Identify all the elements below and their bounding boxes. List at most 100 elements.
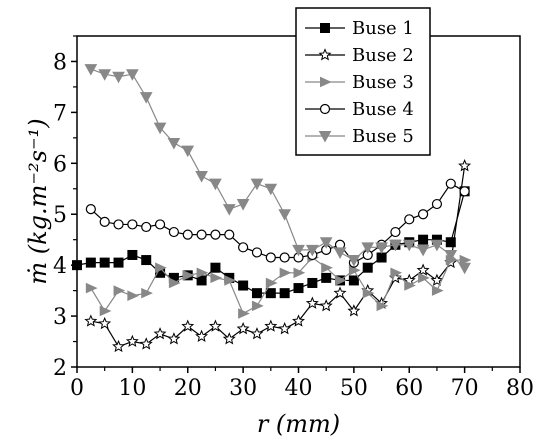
data-point bbox=[139, 92, 153, 104]
data-point bbox=[362, 287, 375, 299]
data-point bbox=[418, 272, 430, 284]
data-point bbox=[431, 285, 444, 296]
legend-item: Buse 1 bbox=[305, 18, 414, 39]
data-point bbox=[333, 247, 347, 259]
data-point bbox=[84, 64, 98, 76]
y-axis-ticks: 2 3 4 5 6 7 8 bbox=[53, 35, 77, 381]
data-point bbox=[265, 252, 276, 263]
data-point bbox=[98, 69, 112, 81]
data-point bbox=[141, 287, 153, 299]
data-point bbox=[390, 226, 401, 238]
x-axis-title: r (mm) bbox=[257, 410, 340, 438]
data-point bbox=[99, 216, 110, 227]
data-point bbox=[458, 262, 471, 275]
x-tick-label: 80 bbox=[506, 376, 534, 401]
data-point bbox=[305, 244, 319, 257]
data-point bbox=[113, 285, 126, 296]
data-point bbox=[195, 171, 208, 183]
x-tick-label: 60 bbox=[395, 376, 423, 401]
data-point bbox=[99, 305, 112, 317]
data-point bbox=[362, 262, 373, 273]
data-point bbox=[307, 277, 318, 288]
data-point bbox=[208, 319, 222, 332]
data-point bbox=[153, 327, 167, 340]
data-point bbox=[236, 322, 250, 335]
data-point bbox=[181, 145, 195, 158]
data-point bbox=[127, 249, 138, 260]
legend-marker bbox=[319, 103, 331, 115]
data-point bbox=[84, 314, 98, 327]
data-point bbox=[445, 237, 456, 248]
data-point bbox=[319, 299, 333, 312]
legend: Buse 1 Buse 2 Buse 3 Buse 4 Buse 5 bbox=[295, 7, 431, 156]
legend-label: Buse 2 bbox=[352, 45, 414, 66]
data-point bbox=[139, 337, 153, 350]
data-point bbox=[430, 273, 444, 286]
data-point bbox=[112, 339, 125, 353]
data-point bbox=[210, 262, 221, 273]
data-point bbox=[224, 229, 235, 240]
data-point bbox=[182, 270, 195, 281]
data-point bbox=[458, 159, 472, 172]
data-point bbox=[238, 280, 249, 291]
y-tick-label: 2 bbox=[53, 356, 67, 381]
data-point bbox=[127, 219, 138, 230]
y-tick-label: 8 bbox=[53, 50, 67, 75]
legend-label: Buse 5 bbox=[352, 126, 414, 147]
data-point bbox=[293, 283, 304, 294]
data-point bbox=[222, 332, 236, 345]
data-point bbox=[321, 262, 333, 273]
data-point bbox=[182, 229, 193, 240]
y-tick-label: 3 bbox=[53, 305, 67, 330]
data-point bbox=[430, 239, 444, 252]
data-point bbox=[347, 304, 361, 317]
data-point bbox=[264, 183, 278, 196]
data-point bbox=[376, 300, 389, 312]
data-point bbox=[85, 282, 98, 294]
legend-item: Buse 2 bbox=[305, 45, 414, 66]
data-point bbox=[279, 288, 290, 299]
data-point bbox=[444, 249, 458, 262]
legend-label: Buse 4 bbox=[352, 99, 414, 120]
data-point bbox=[293, 267, 306, 279]
data-point bbox=[390, 267, 403, 279]
legend-label: Buse 3 bbox=[352, 72, 414, 93]
data-point bbox=[155, 262, 167, 273]
data-point bbox=[347, 255, 361, 267]
data-point bbox=[222, 204, 236, 216]
legend-marker bbox=[320, 76, 332, 88]
series-line bbox=[90, 256, 465, 315]
data-point bbox=[278, 322, 292, 335]
data-point bbox=[417, 209, 429, 220]
data-point bbox=[85, 257, 96, 268]
x-tick-label: 20 bbox=[174, 376, 202, 401]
data-point bbox=[250, 178, 264, 191]
data-point bbox=[333, 286, 347, 299]
data-point bbox=[264, 319, 278, 332]
series-line bbox=[90, 68, 466, 269]
data-point bbox=[376, 252, 387, 263]
x-tick-label: 50 bbox=[340, 376, 368, 401]
x-axis-ticks: 0 10 20 30 40 50 60 70 80 bbox=[70, 367, 534, 401]
data-point bbox=[459, 186, 470, 197]
data-point bbox=[265, 288, 276, 299]
data-point bbox=[389, 239, 402, 252]
data-point bbox=[98, 316, 112, 330]
data-point bbox=[402, 239, 416, 252]
x-tick-label: 30 bbox=[229, 376, 257, 401]
data-point bbox=[126, 69, 139, 81]
data-point bbox=[127, 290, 140, 301]
data-point bbox=[167, 137, 181, 150]
data-point bbox=[431, 198, 443, 210]
y-tick-label: 4 bbox=[53, 254, 67, 279]
data-point bbox=[279, 267, 292, 279]
data-point bbox=[404, 214, 415, 225]
series-layer bbox=[72, 64, 472, 353]
data-point bbox=[112, 71, 125, 84]
data-point bbox=[404, 280, 416, 291]
data-point bbox=[168, 277, 181, 289]
data-point bbox=[251, 300, 264, 312]
data-point bbox=[141, 255, 152, 266]
y-tick-label: 6 bbox=[53, 152, 67, 177]
